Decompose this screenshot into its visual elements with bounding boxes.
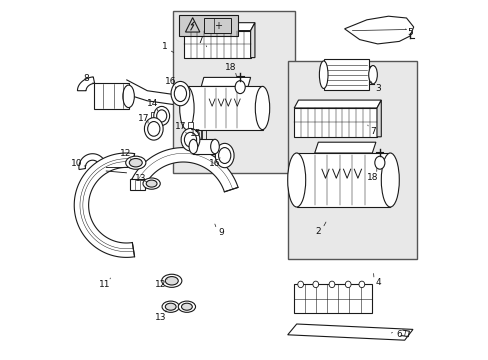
Ellipse shape bbox=[146, 180, 157, 187]
Ellipse shape bbox=[162, 301, 179, 312]
Text: 2: 2 bbox=[315, 227, 321, 236]
Ellipse shape bbox=[125, 156, 145, 169]
Polygon shape bbox=[185, 18, 200, 32]
Ellipse shape bbox=[374, 156, 384, 169]
Polygon shape bbox=[132, 148, 238, 192]
Text: 16: 16 bbox=[209, 159, 220, 168]
Bar bbox=[130, 179, 145, 190]
Polygon shape bbox=[151, 112, 156, 121]
Ellipse shape bbox=[122, 85, 134, 108]
Polygon shape bbox=[79, 154, 105, 170]
Polygon shape bbox=[77, 77, 94, 91]
Ellipse shape bbox=[153, 107, 169, 125]
Text: 4: 4 bbox=[375, 278, 381, 287]
Polygon shape bbox=[314, 142, 375, 153]
Ellipse shape bbox=[381, 153, 399, 207]
Text: 16: 16 bbox=[165, 77, 177, 86]
Ellipse shape bbox=[215, 143, 234, 168]
Polygon shape bbox=[201, 77, 250, 86]
Ellipse shape bbox=[184, 132, 196, 147]
Polygon shape bbox=[323, 59, 368, 90]
Text: 5: 5 bbox=[407, 28, 412, 37]
Text: 11: 11 bbox=[99, 280, 110, 289]
Ellipse shape bbox=[181, 303, 192, 310]
Ellipse shape bbox=[142, 178, 160, 189]
Bar bbox=[287, 61, 416, 259]
Bar bbox=[183, 31, 250, 58]
Polygon shape bbox=[187, 122, 193, 132]
Polygon shape bbox=[296, 153, 389, 207]
Polygon shape bbox=[344, 16, 413, 44]
Ellipse shape bbox=[179, 86, 194, 130]
Ellipse shape bbox=[174, 86, 186, 102]
Ellipse shape bbox=[165, 303, 176, 310]
Ellipse shape bbox=[181, 129, 200, 151]
Polygon shape bbox=[183, 23, 254, 31]
Ellipse shape bbox=[147, 122, 160, 136]
Polygon shape bbox=[186, 86, 262, 130]
Text: 7: 7 bbox=[370, 127, 375, 136]
Ellipse shape bbox=[312, 281, 318, 288]
Text: 8: 8 bbox=[83, 74, 89, 83]
Text: 9: 9 bbox=[218, 228, 224, 237]
Text: 6: 6 bbox=[396, 330, 401, 338]
Text: 17: 17 bbox=[174, 122, 186, 131]
Text: +: + bbox=[213, 21, 221, 31]
Bar bbox=[294, 108, 376, 137]
Ellipse shape bbox=[189, 139, 197, 154]
Text: 12: 12 bbox=[155, 280, 166, 289]
Text: 18: 18 bbox=[224, 63, 236, 72]
Ellipse shape bbox=[162, 274, 182, 287]
Ellipse shape bbox=[345, 281, 350, 288]
Polygon shape bbox=[294, 100, 381, 108]
Text: 3: 3 bbox=[374, 84, 380, 93]
Text: 7: 7 bbox=[197, 36, 203, 45]
Ellipse shape bbox=[178, 301, 195, 312]
Text: 13: 13 bbox=[135, 174, 146, 183]
Ellipse shape bbox=[328, 281, 334, 288]
Text: 13: 13 bbox=[155, 313, 166, 322]
Text: 15: 15 bbox=[190, 129, 201, 138]
Ellipse shape bbox=[144, 118, 163, 140]
Polygon shape bbox=[287, 324, 412, 340]
Polygon shape bbox=[74, 153, 134, 257]
Bar bbox=[172, 11, 294, 173]
Ellipse shape bbox=[171, 81, 189, 106]
Text: 14: 14 bbox=[147, 99, 158, 108]
Bar bbox=[204, 18, 231, 33]
Text: 10: 10 bbox=[71, 159, 82, 168]
Ellipse shape bbox=[287, 153, 305, 207]
Ellipse shape bbox=[235, 81, 244, 94]
Ellipse shape bbox=[210, 139, 219, 154]
Ellipse shape bbox=[255, 86, 269, 130]
FancyBboxPatch shape bbox=[179, 15, 238, 36]
Ellipse shape bbox=[165, 276, 178, 285]
Polygon shape bbox=[193, 139, 215, 154]
Bar bbox=[94, 83, 128, 109]
Bar bbox=[294, 284, 371, 313]
Ellipse shape bbox=[129, 158, 142, 167]
Ellipse shape bbox=[358, 281, 364, 288]
Polygon shape bbox=[250, 23, 254, 58]
Ellipse shape bbox=[156, 110, 166, 122]
Text: 17: 17 bbox=[138, 114, 149, 122]
Text: 1: 1 bbox=[162, 42, 167, 51]
Ellipse shape bbox=[218, 148, 230, 163]
Ellipse shape bbox=[319, 61, 327, 89]
Text: 18: 18 bbox=[366, 173, 377, 182]
Ellipse shape bbox=[368, 66, 377, 84]
Ellipse shape bbox=[297, 281, 303, 288]
Polygon shape bbox=[376, 100, 381, 137]
Text: 12: 12 bbox=[120, 149, 131, 158]
